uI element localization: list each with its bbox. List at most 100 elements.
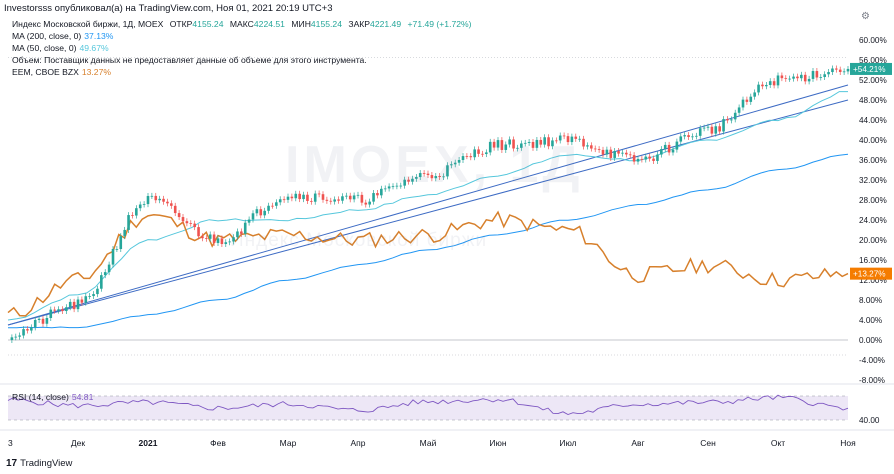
- candle: [360, 191, 364, 206]
- y-tick-label: 56.00%: [859, 56, 887, 65]
- candle-body: [26, 329, 29, 331]
- candle-body: [240, 231, 243, 234]
- candle-body: [714, 126, 718, 134]
- candle: [702, 124, 706, 132]
- candle: [224, 239, 228, 248]
- candle: [469, 153, 473, 161]
- candle-body: [656, 154, 659, 161]
- candle-body: [442, 176, 445, 178]
- candle: [434, 173, 438, 182]
- candle: [504, 141, 508, 153]
- legend-ma50[interactable]: MA (50, close, 0) 49.67%: [12, 43, 109, 53]
- candle-body: [201, 236, 204, 239]
- legend-ma200[interactable]: MA (200, close, 0) 37.13%: [12, 31, 113, 41]
- candle: [138, 201, 142, 212]
- candle: [345, 192, 348, 200]
- candle: [628, 151, 632, 159]
- candle: [131, 212, 134, 219]
- candle: [208, 231, 212, 242]
- candle: [574, 133, 578, 142]
- candle: [57, 306, 60, 314]
- candle-body: [640, 158, 644, 160]
- candle-body: [625, 152, 628, 155]
- legend-rsi[interactable]: RSI (14, close) 54.81: [12, 392, 93, 402]
- candle-body: [698, 128, 702, 136]
- ma50-line: [7, 91, 848, 321]
- x-tick-label: Фев: [210, 438, 226, 448]
- candle: [426, 170, 430, 179]
- candle-body: [702, 127, 706, 129]
- candle-body: [453, 162, 457, 165]
- candle: [286, 193, 290, 203]
- candle-body: [601, 149, 605, 155]
- candle-body: [111, 249, 115, 265]
- candle: [317, 190, 321, 198]
- candle: [255, 206, 259, 217]
- candle: [749, 93, 753, 105]
- candle: [387, 183, 391, 192]
- candle-body: [271, 205, 274, 207]
- candle-body: [671, 149, 675, 153]
- candle-body: [418, 173, 422, 178]
- candle-body: [403, 179, 406, 186]
- candle: [119, 233, 123, 253]
- candle-body: [492, 141, 496, 148]
- candle-body: [422, 173, 426, 174]
- candle-body: [512, 139, 515, 149]
- candle: [65, 304, 68, 315]
- candle-body: [558, 135, 562, 141]
- x-tick-label: Ноя: [840, 438, 856, 448]
- candle-body: [267, 205, 270, 211]
- candle-body: [255, 209, 259, 214]
- candle: [197, 224, 200, 240]
- legend-title: Индекс Московской биржи, 1Д, MOEX: [12, 19, 164, 29]
- candle-body: [205, 238, 208, 239]
- candle-body: [368, 201, 371, 205]
- candle: [146, 192, 150, 208]
- ma200-label: MA (200, close, 0): [12, 31, 82, 41]
- candle-body: [329, 200, 333, 202]
- candle-body: [819, 77, 823, 78]
- candle-body: [722, 119, 725, 132]
- change-value: +71.49 (+1.72%): [407, 19, 472, 29]
- candle: [127, 212, 130, 233]
- candle: [166, 198, 169, 207]
- candle: [617, 148, 620, 157]
- legend-eem[interactable]: EEM, CBOE BZX 13.27%: [12, 67, 111, 77]
- candle-body: [286, 196, 290, 200]
- candle: [772, 78, 776, 89]
- candle: [562, 132, 566, 140]
- candle: [72, 298, 76, 313]
- candle-body: [500, 140, 504, 150]
- candle-body: [784, 78, 788, 79]
- candle-body: [352, 195, 356, 200]
- candle: [45, 315, 49, 327]
- candle-body: [566, 136, 570, 143]
- candle: [776, 72, 780, 89]
- candle-body: [348, 195, 352, 200]
- tradingview-logo[interactable]: 17 TradingView: [6, 458, 72, 469]
- candle: [76, 296, 80, 313]
- eem-value-badge: +13.27%: [853, 270, 886, 279]
- x-tick-label: Окт: [771, 438, 785, 448]
- candle-body: [846, 68, 850, 72]
- candle: [695, 132, 698, 140]
- candle-body: [278, 199, 282, 203]
- candle: [800, 71, 803, 82]
- candle: [551, 137, 554, 150]
- candle: [811, 68, 815, 82]
- candle: [582, 135, 585, 150]
- candle-body: [333, 199, 336, 202]
- candle: [473, 146, 476, 161]
- candle: [730, 116, 733, 124]
- candle: [22, 326, 25, 339]
- candle: [142, 201, 146, 208]
- candle: [706, 123, 710, 131]
- candle: [267, 202, 270, 214]
- candle-body: [691, 136, 694, 138]
- candle-body: [803, 74, 807, 82]
- candle: [411, 175, 414, 185]
- gear-icon[interactable]: ⚙: [861, 11, 870, 22]
- candle-body: [162, 198, 165, 202]
